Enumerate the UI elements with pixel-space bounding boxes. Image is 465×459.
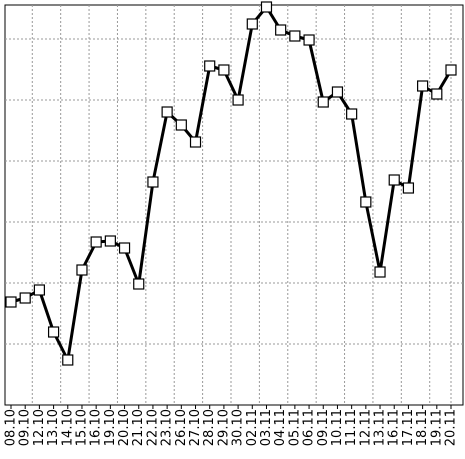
x-tick-label: 05.11	[287, 409, 302, 446]
x-tick-label: 15.10	[74, 409, 89, 446]
marker	[360, 196, 372, 208]
x-tick-label: 11.11	[344, 409, 359, 446]
x-tick-label: 29.10	[216, 409, 231, 446]
x-tick-label: 13.11	[373, 409, 388, 446]
marker	[62, 354, 74, 366]
x-tick-label: 27.10	[188, 409, 203, 446]
x-tick-label: 09.11	[316, 409, 331, 446]
marker	[76, 264, 88, 276]
x-tick-label: 20.11	[444, 409, 459, 446]
x-tick-label: 13.10	[46, 409, 61, 446]
x-tick-label: 20.10	[117, 409, 132, 446]
marker	[275, 24, 287, 36]
x-tick-label: 04.11	[273, 409, 288, 446]
marker	[431, 88, 443, 100]
marker	[204, 60, 216, 72]
x-tick-label: 26.10	[174, 409, 189, 446]
marker	[246, 18, 258, 30]
marker	[47, 326, 60, 338]
x-tick-label: 02.11	[245, 409, 260, 446]
x-tick-label: 23.10	[160, 409, 175, 446]
marker	[161, 106, 173, 118]
x-tick-label: 06.11	[302, 409, 317, 446]
marker	[331, 86, 344, 98]
x-tick-label: 30.10	[231, 409, 246, 446]
x-tick-label: 21.10	[131, 409, 146, 446]
x-tick-label: 03.11	[259, 409, 274, 446]
marker	[374, 266, 386, 278]
line	[10, 5, 453, 362]
x-tick-label: 18.11	[415, 409, 430, 446]
x-tick-label: 19.11	[429, 409, 444, 446]
marker	[289, 30, 301, 42]
marker	[346, 108, 358, 120]
marker	[147, 176, 159, 188]
marker	[260, 1, 273, 13]
marker	[218, 64, 230, 76]
marker	[388, 174, 400, 186]
x-tick-label: 16.11	[387, 409, 402, 446]
x-tick-label: 12.11	[358, 409, 373, 446]
x-tick-label: 09.10	[18, 409, 33, 446]
marker	[317, 96, 329, 108]
marker	[175, 119, 187, 131]
marker	[5, 296, 17, 308]
x-tick-label: 17.11	[401, 409, 416, 446]
marker	[232, 94, 244, 106]
marker	[104, 235, 116, 247]
x-tick-label: 28.10	[202, 409, 217, 446]
x-tick-label: 14.10	[60, 409, 75, 446]
x-tick-label: 08.10	[4, 409, 19, 446]
marker	[118, 242, 131, 254]
marker	[19, 292, 31, 304]
marker	[417, 80, 429, 92]
x-tick-label: 19.10	[103, 409, 118, 446]
marker	[90, 236, 102, 248]
marker	[133, 278, 145, 290]
marker	[303, 34, 315, 46]
x-tick-label: 16.10	[89, 409, 104, 446]
marker	[445, 64, 457, 76]
marker	[33, 284, 45, 296]
plot-area	[4, 4, 464, 406]
x-tick-label: 22.10	[145, 409, 160, 446]
x-tick-label: 10.11	[330, 409, 345, 446]
marker	[402, 182, 415, 194]
marker	[189, 136, 202, 148]
x-tick-label: 12.10	[32, 409, 47, 446]
